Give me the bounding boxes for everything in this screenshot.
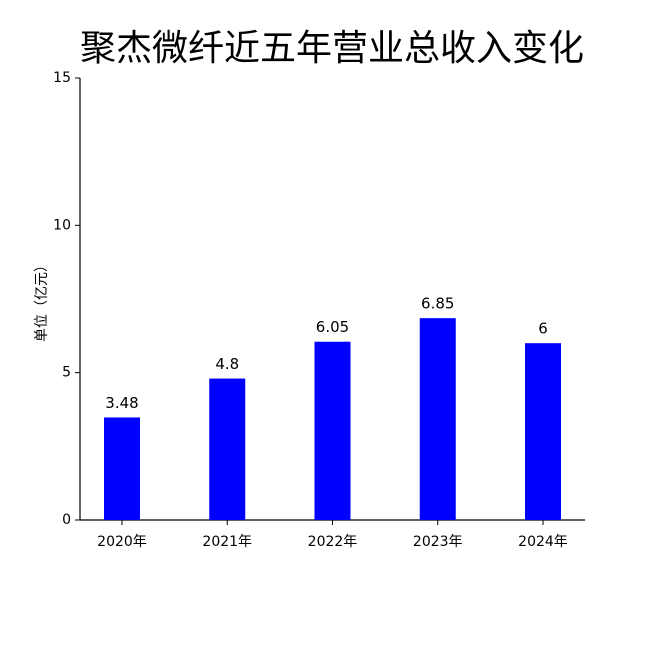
- x-tick-label: 2022年: [308, 534, 358, 550]
- data-label: 3.48: [105, 394, 138, 412]
- data-label: 6.85: [421, 295, 454, 313]
- y-tick-label: 10: [53, 217, 71, 233]
- x-tick-label: 2020年: [97, 534, 147, 550]
- x-tick-label: 2023年: [413, 534, 463, 550]
- bar: [314, 341, 351, 520]
- y-axis-label: 单位（亿元）: [34, 258, 50, 342]
- bar: [209, 378, 246, 520]
- data-label: 6: [538, 320, 548, 338]
- bar: [104, 417, 140, 520]
- data-label: 6.05: [316, 318, 349, 336]
- chart-title: 聚杰微纤近五年营业总收入变化: [80, 28, 584, 69]
- bar: [419, 318, 456, 520]
- bar: [525, 343, 561, 520]
- y-tick-label: 5: [62, 365, 71, 381]
- x-tick-label: 2024年: [518, 534, 568, 550]
- y-tick-label: 0: [62, 512, 71, 528]
- y-tick-label: 15: [53, 70, 71, 86]
- x-tick-label: 2021年: [202, 534, 252, 550]
- data-label: 4.8: [215, 355, 239, 373]
